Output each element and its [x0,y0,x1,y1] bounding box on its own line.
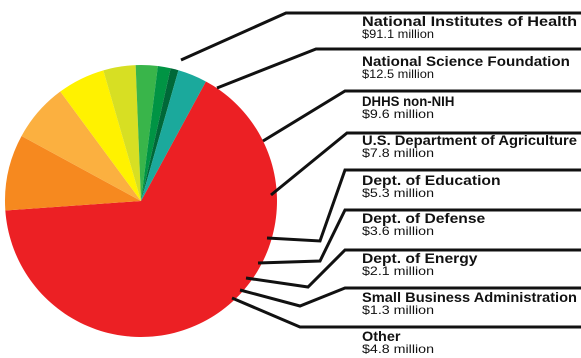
slice-name-label-6: Dept. of Energy [362,251,478,266]
leader-line-3 [270,131,581,197]
pie-slice-0 [5,81,277,337]
slice-name-label-5: Dept. of Defense [362,211,486,226]
pie-slice-6 [141,66,171,201]
leader-line-2 [262,89,581,143]
leader-lines [180,11,581,329]
slice-name-label-8: Other [362,329,401,344]
slice-name-label-0: National Institutes of Health [362,14,577,29]
slice-value-label-3: $7.8 million [362,146,434,160]
leader-line-1 [216,47,581,90]
slice-name-label-7: Small Business Administration [362,290,577,305]
leader-line-5 [257,208,581,265]
slice-value-label-6: $2.1 million [362,264,434,278]
leader-line-6 [245,248,581,289]
leader-line-7 [239,286,581,308]
pie-slices [4,65,277,337]
pie-slice-4 [103,65,141,201]
leader-line-0 [180,11,581,62]
slice-name-label-1: National Science Foundation [362,54,570,69]
pie-slice-5 [135,65,158,202]
leader-line-4 [266,168,581,243]
slice-value-label-8: $4.8 million [362,342,434,356]
slice-value-label-5: $3.6 million [362,224,434,238]
leader-line-8 [231,296,581,329]
pie-slice-8 [141,70,206,201]
slice-value-label-1: $12.5 million [362,67,434,81]
slice-value-label-4: $5.3 million [362,186,434,200]
pie-slice-1 [4,135,141,211]
slice-name-label-4: Dept. of Education [362,173,501,188]
slice-name-label-3: U.S. Department of Agriculture [362,133,578,148]
pie-slice-7 [141,68,179,202]
pie-slice-3 [60,70,141,201]
slice-value-label-2: $9.6 million [362,107,434,121]
slice-labels: National Institutes of Health$91.1 milli… [362,14,578,356]
slice-name-label-2: DHHS non-NIH [362,94,454,109]
slice-value-label-7: $1.3 million [362,303,434,317]
pie-slice-2 [21,91,141,201]
slice-value-label-0: $91.1 million [362,27,434,41]
